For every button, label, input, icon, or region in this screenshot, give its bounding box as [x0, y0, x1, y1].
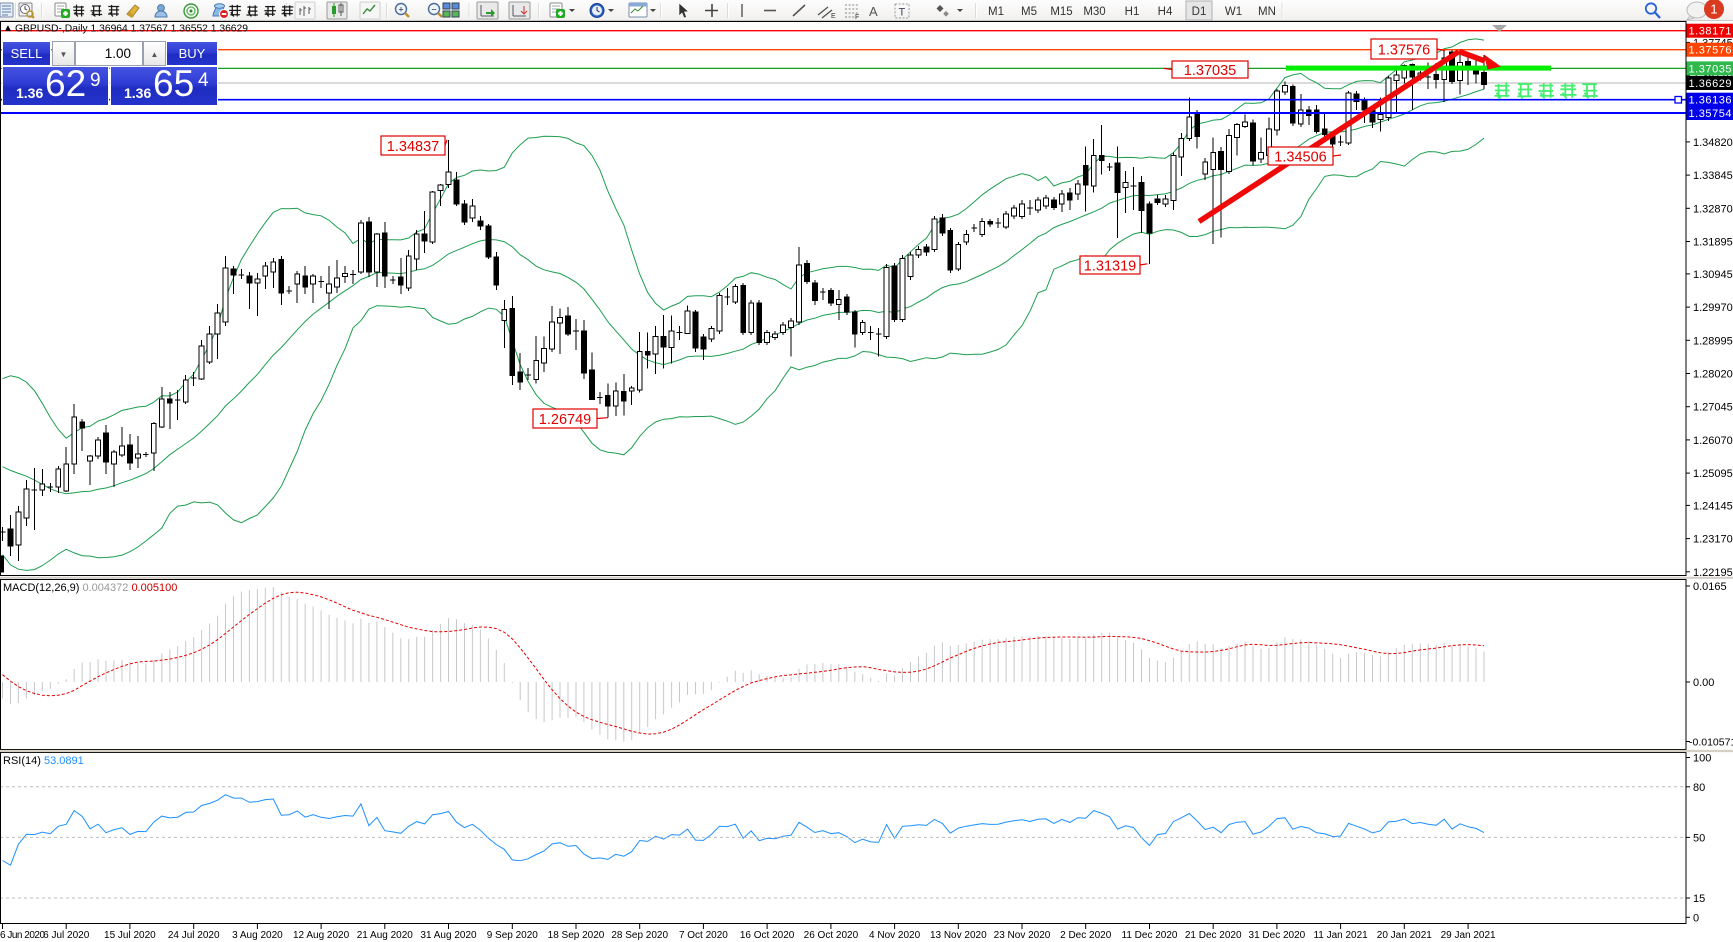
- svg-text:1.34837: 1.34837: [387, 139, 439, 155]
- svg-text:1.34820: 1.34820: [1693, 137, 1733, 149]
- svg-text:1.28995: 1.28995: [1693, 335, 1733, 347]
- svg-text:1.22195: 1.22195: [1693, 567, 1733, 579]
- svg-text:1.37576: 1.37576: [1689, 45, 1732, 57]
- svg-text:26 Oct 2020: 26 Oct 2020: [804, 930, 859, 941]
- svg-text:MN: MN: [1258, 6, 1276, 18]
- svg-text:0: 0: [1693, 912, 1699, 924]
- svg-text:11 Dec 2020: 11 Dec 2020: [1122, 930, 1178, 941]
- svg-text:H4: H4: [1158, 6, 1173, 18]
- svg-text:15: 15: [1693, 893, 1705, 905]
- svg-text:-0.010571: -0.010571: [1689, 737, 1733, 749]
- svg-text:50: 50: [1693, 832, 1705, 844]
- svg-text:21 Dec 2020: 21 Dec 2020: [1185, 930, 1242, 941]
- svg-text:7 Oct 2020: 7 Oct 2020: [679, 930, 728, 941]
- svg-text:3 Aug 2020: 3 Aug 2020: [232, 930, 283, 941]
- svg-text:16 Oct 2020: 16 Oct 2020: [740, 930, 795, 941]
- svg-text:−: −: [431, 5, 436, 15]
- svg-text:GBPUSD-,Daily 1.36964 1.37567: GBPUSD-,Daily 1.36964 1.37567 1.36552 1.…: [15, 24, 248, 35]
- svg-text:W1: W1: [1225, 6, 1242, 18]
- svg-text:1.28020: 1.28020: [1693, 369, 1733, 381]
- svg-text:31 Dec 2020: 31 Dec 2020: [1249, 930, 1306, 941]
- svg-text:M1: M1: [988, 6, 1004, 18]
- svg-text:80: 80: [1693, 782, 1705, 794]
- svg-text:0.0165: 0.0165: [1693, 581, 1727, 593]
- svg-text:9 Sep 2020: 9 Sep 2020: [487, 930, 539, 941]
- svg-text:M5: M5: [1021, 6, 1037, 18]
- svg-text:4 Nov 2020: 4 Nov 2020: [869, 930, 921, 941]
- svg-text:1.25095: 1.25095: [1693, 468, 1733, 480]
- svg-text:18 Sep 2020: 18 Sep 2020: [548, 930, 605, 941]
- svg-text:15 Jul 2020: 15 Jul 2020: [104, 930, 156, 941]
- svg-text:31 Aug 2020: 31 Aug 2020: [420, 930, 477, 941]
- svg-text:1: 1: [1710, 2, 1717, 17]
- svg-text:24 Jul 2020: 24 Jul 2020: [168, 930, 220, 941]
- svg-text:1.37035: 1.37035: [1689, 63, 1732, 75]
- svg-text:1.31319: 1.31319: [1084, 259, 1136, 275]
- svg-text:RSI(14) 53.0891: RSI(14) 53.0891: [3, 755, 84, 767]
- svg-text:1.33845: 1.33845: [1693, 170, 1733, 182]
- svg-text:23 Nov 2020: 23 Nov 2020: [994, 930, 1051, 941]
- svg-text:▲: ▲: [3, 23, 13, 34]
- svg-text:1.36136: 1.36136: [1689, 95, 1732, 107]
- svg-text:1.23170: 1.23170: [1693, 534, 1733, 546]
- svg-text:1.35754: 1.35754: [1689, 108, 1732, 120]
- svg-text:0.00: 0.00: [1693, 677, 1714, 689]
- svg-text:21 Aug 2020: 21 Aug 2020: [357, 930, 414, 941]
- svg-text:2 Dec 2020: 2 Dec 2020: [1060, 930, 1112, 941]
- svg-text:20 Jan 2021: 20 Jan 2021: [1377, 930, 1432, 941]
- svg-text:F: F: [855, 14, 859, 21]
- svg-text:1.30945: 1.30945: [1693, 269, 1733, 281]
- svg-text:+: +: [398, 5, 403, 15]
- svg-text:1.37576: 1.37576: [1378, 43, 1430, 59]
- svg-text:11 Jan 2021: 11 Jan 2021: [1313, 930, 1368, 941]
- svg-text:T: T: [899, 7, 906, 19]
- svg-text:1.38171: 1.38171: [1689, 26, 1732, 38]
- svg-text:1.34506: 1.34506: [1274, 150, 1326, 166]
- svg-text:13 Nov 2020: 13 Nov 2020: [930, 930, 987, 941]
- svg-text:H1: H1: [1125, 6, 1140, 18]
- svg-text:1.32870: 1.32870: [1693, 203, 1733, 215]
- svg-text:1.26070: 1.26070: [1693, 435, 1733, 447]
- svg-text:E: E: [831, 13, 836, 20]
- svg-text:1.36629: 1.36629: [1689, 78, 1732, 90]
- svg-text:1.27045: 1.27045: [1693, 402, 1733, 414]
- svg-text:1.31895: 1.31895: [1693, 237, 1733, 249]
- svg-text:MACD(12,26,9) 0.004372 0.00510: MACD(12,26,9) 0.004372 0.005100: [3, 582, 177, 594]
- svg-text:6 Jul 2020: 6 Jul 2020: [43, 930, 90, 941]
- svg-text:M30: M30: [1083, 6, 1105, 18]
- svg-text:28 Sep 2020: 28 Sep 2020: [611, 930, 668, 941]
- svg-text:6 Jun 2020: 6 Jun 2020: [0, 930, 45, 941]
- svg-text:M15: M15: [1050, 6, 1072, 18]
- svg-text:1.24145: 1.24145: [1693, 500, 1733, 512]
- svg-text:1.37035: 1.37035: [1184, 63, 1236, 79]
- svg-text:D1: D1: [1192, 6, 1207, 18]
- svg-text:1.26749: 1.26749: [539, 412, 591, 428]
- svg-text:1.29970: 1.29970: [1693, 302, 1733, 314]
- svg-text:A: A: [869, 4, 878, 19]
- svg-text:29 Jan 2021: 29 Jan 2021: [1441, 930, 1496, 941]
- svg-text:12 Aug 2020: 12 Aug 2020: [293, 930, 350, 941]
- svg-text:100: 100: [1693, 753, 1711, 765]
